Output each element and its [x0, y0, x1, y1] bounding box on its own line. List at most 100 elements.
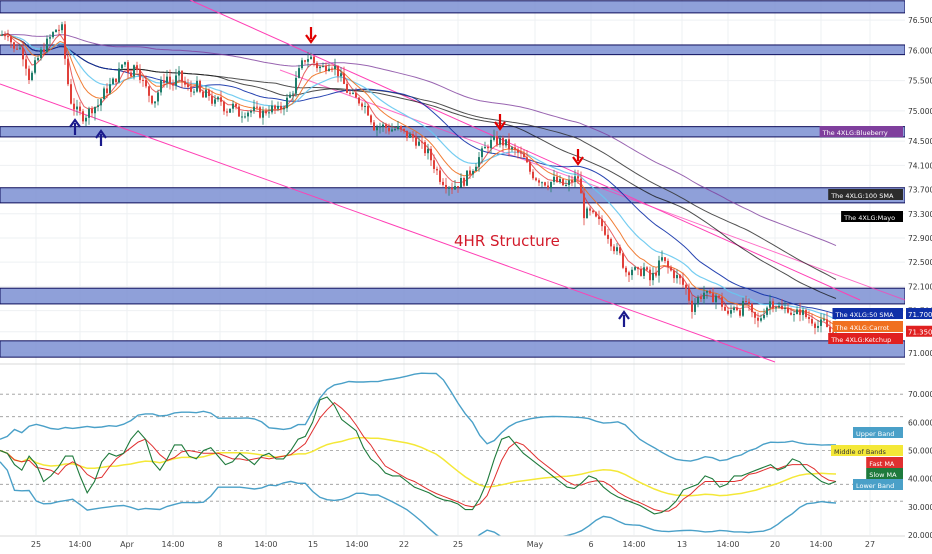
- candle-up: [505, 139, 507, 146]
- candle-up: [550, 181, 552, 188]
- candle-up: [652, 272, 654, 281]
- candle-down: [724, 306, 726, 311]
- candle-up: [817, 325, 819, 328]
- candle-down: [814, 323, 816, 328]
- candle-up: [76, 106, 78, 110]
- candle-down: [808, 317, 810, 319]
- candle-down: [619, 247, 621, 254]
- candle-down: [304, 60, 306, 62]
- candle-up: [382, 124, 384, 127]
- up-arrow: [618, 310, 630, 327]
- candle-up: [52, 32, 54, 38]
- candle-down: [325, 66, 327, 71]
- down-arrow: [305, 27, 317, 44]
- candle-up: [553, 176, 555, 182]
- candle-up: [118, 68, 120, 83]
- candle-down: [259, 107, 261, 118]
- candle-down: [439, 170, 441, 182]
- candle-down: [202, 91, 204, 98]
- series-value-box: [906, 308, 932, 319]
- candle-down: [595, 212, 597, 217]
- oscillator-pane: [0, 372, 905, 542]
- price-tick-label: 76.000: [908, 46, 932, 55]
- candle-up: [454, 186, 456, 190]
- oscillator-axis: 70.000 60.000 50.000 40.000 30.000 20.000: [908, 390, 932, 540]
- candle-up: [205, 89, 207, 98]
- candle-down: [625, 267, 627, 273]
- structure-arrows: [69, 27, 630, 327]
- series-label-text: The 4XLG:Blueberry: [822, 129, 888, 137]
- candle-up: [154, 101, 156, 104]
- candle-down: [712, 293, 714, 303]
- fast-ma-line: [0, 401, 837, 512]
- candle-up: [46, 38, 48, 52]
- candle-down: [709, 290, 711, 294]
- candle-up: [823, 319, 825, 321]
- candle-down: [433, 160, 435, 169]
- candle-down: [562, 179, 564, 186]
- candle-down: [670, 267, 672, 271]
- oscillator-tick-label: 60.000: [908, 418, 932, 427]
- candle-up: [499, 137, 501, 145]
- candle-up: [634, 267, 636, 270]
- time-tick-label: 14:00: [345, 540, 368, 549]
- candle-down: [532, 171, 534, 179]
- candle-up: [301, 60, 303, 69]
- candle-down: [496, 136, 498, 145]
- candle-down: [469, 170, 471, 175]
- candle-down: [106, 88, 108, 94]
- candle-down: [571, 180, 573, 183]
- candle-up: [511, 147, 513, 150]
- candle-up: [448, 187, 450, 189]
- candle-up: [310, 56, 312, 60]
- candle-down: [592, 210, 594, 213]
- candle-down: [424, 142, 426, 154]
- candle-down: [223, 101, 225, 112]
- candle-down: [523, 153, 525, 158]
- candle-up: [85, 117, 87, 122]
- candle-down: [130, 72, 132, 77]
- time-tick-label: 14:00: [68, 540, 91, 549]
- candle-down: [685, 284, 687, 289]
- candle-up: [286, 97, 288, 109]
- candle-down: [13, 42, 15, 49]
- candle-up: [112, 78, 114, 85]
- candle-up: [19, 47, 21, 49]
- candle-up: [277, 105, 279, 109]
- candle-up: [475, 166, 477, 172]
- candle-up: [178, 70, 180, 76]
- time-tick-label: 6: [588, 540, 593, 549]
- candle-down: [70, 84, 72, 104]
- candle-up: [193, 91, 195, 93]
- candle-up: [763, 314, 765, 319]
- candle-down: [67, 58, 69, 85]
- candle-down: [145, 80, 147, 87]
- candle-down: [727, 310, 729, 314]
- candle-down: [148, 86, 150, 96]
- candle-up: [247, 112, 249, 117]
- candle-down: [607, 234, 609, 239]
- candle-up: [289, 94, 291, 98]
- candle-down: [754, 312, 756, 318]
- candle-up: [34, 60, 36, 73]
- down-arrow: [494, 114, 506, 131]
- oscillator-series-label: Slow MA: [869, 471, 897, 479]
- candle-up: [109, 84, 111, 94]
- oscillator-series-label: Lower Band: [856, 482, 894, 490]
- candle-down: [757, 317, 759, 321]
- series-label-box: [819, 126, 903, 137]
- oscillator-tick-label: 40.000: [908, 475, 932, 484]
- candle-down: [691, 300, 693, 312]
- time-tick-label: 14:00: [716, 540, 739, 549]
- candle-up: [574, 176, 576, 183]
- time-tick-label: 13: [677, 540, 687, 549]
- oscillator-series-box: [853, 427, 903, 438]
- series-label-text: The 4XLG:Ketchup: [830, 336, 891, 344]
- candle-down: [637, 267, 639, 270]
- candle-up: [319, 66, 321, 69]
- candle-up: [703, 292, 705, 300]
- candle-up: [706, 290, 708, 293]
- candle-up: [271, 105, 273, 113]
- candle-down: [613, 246, 615, 252]
